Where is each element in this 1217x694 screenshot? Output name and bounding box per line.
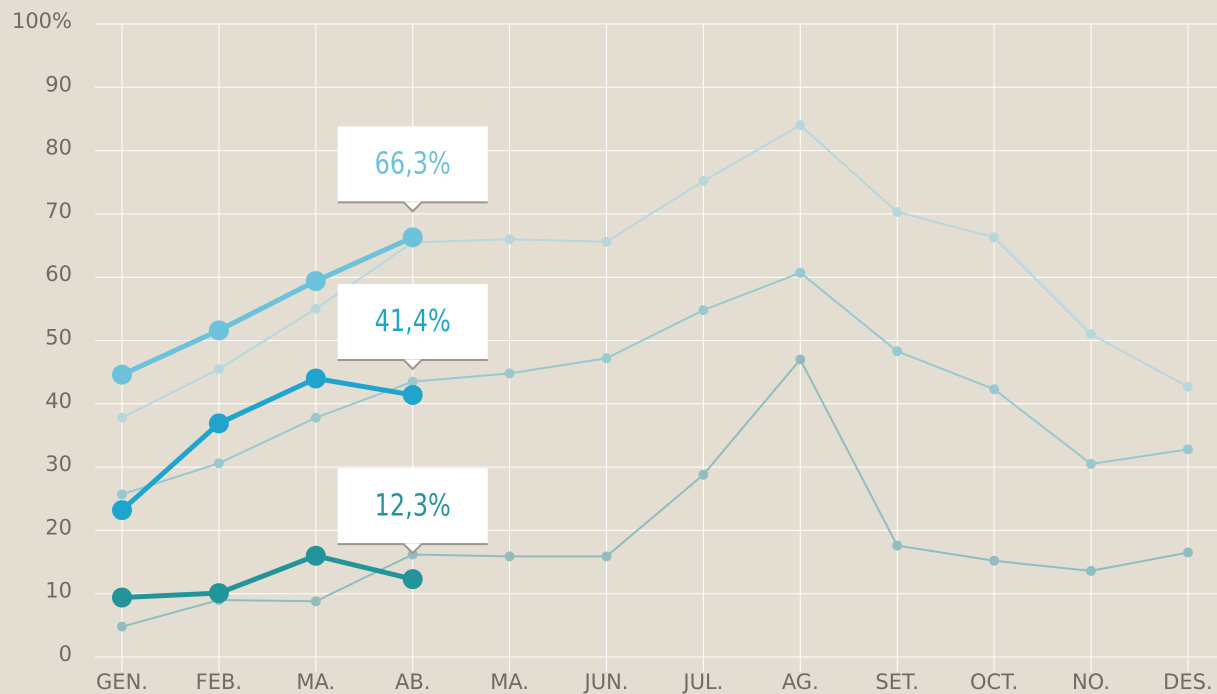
point xyxy=(698,469,709,480)
x-tick-label: MA. xyxy=(490,670,529,694)
point xyxy=(208,413,229,434)
point xyxy=(208,583,229,604)
point xyxy=(402,569,423,590)
y-tick-label: 0 xyxy=(59,642,72,666)
y-tick-label: 80 xyxy=(45,136,72,160)
value-label: 66,3% xyxy=(375,147,451,181)
y-tick-label: 20 xyxy=(45,515,72,539)
callout-box xyxy=(337,126,488,202)
series-line xyxy=(121,124,1189,419)
point xyxy=(117,412,127,423)
point xyxy=(504,234,515,245)
point xyxy=(1086,458,1096,469)
x-tick-label: MA. xyxy=(296,670,335,694)
point xyxy=(305,545,326,566)
point xyxy=(305,270,326,291)
series-line xyxy=(120,235,414,377)
y-tick-label: 30 xyxy=(45,452,72,476)
x-tick-label: GEN. xyxy=(96,670,148,694)
point xyxy=(892,207,903,218)
callout-box xyxy=(337,468,488,544)
point xyxy=(1182,381,1193,392)
point xyxy=(407,376,418,387)
x-tick-label: JUL. xyxy=(681,670,723,694)
point xyxy=(112,364,132,385)
x-tick-label: FEB. xyxy=(196,670,242,694)
point xyxy=(989,384,1000,395)
point xyxy=(208,320,229,341)
point xyxy=(310,303,321,314)
x-tick-label: AG. xyxy=(782,670,819,694)
series-line xyxy=(121,357,1189,628)
callout-border xyxy=(337,201,488,213)
y-tick-label: 70 xyxy=(45,199,72,223)
x-tick-label: JUN. xyxy=(583,670,629,694)
point xyxy=(305,368,326,389)
point xyxy=(601,236,612,247)
point xyxy=(795,120,806,131)
y-tick-label: 100% xyxy=(12,9,72,33)
point xyxy=(112,587,132,608)
point xyxy=(117,621,127,632)
value-label: 12,3% xyxy=(375,489,451,523)
point xyxy=(310,412,321,423)
point xyxy=(1086,329,1096,340)
point xyxy=(310,596,321,607)
point xyxy=(989,555,1000,566)
y-tick-label: 40 xyxy=(45,389,72,413)
x-tick-label: OCT. xyxy=(970,670,1018,694)
point xyxy=(989,232,1000,243)
series-line xyxy=(121,553,414,600)
point xyxy=(504,368,515,379)
point xyxy=(795,354,806,365)
point xyxy=(1182,444,1193,455)
point xyxy=(1182,547,1193,558)
point xyxy=(504,551,515,562)
x-tick-label: SET. xyxy=(875,670,919,694)
point xyxy=(601,551,612,562)
point xyxy=(892,540,903,551)
x-tick-label: DES. xyxy=(1163,670,1212,694)
point xyxy=(1086,565,1096,576)
y-tick-label: 10 xyxy=(45,579,72,603)
value-label: 41,4% xyxy=(375,305,451,339)
point xyxy=(601,353,612,364)
y-tick-label: 90 xyxy=(45,72,72,96)
point xyxy=(213,458,224,469)
point xyxy=(795,267,806,278)
point xyxy=(402,227,423,248)
point xyxy=(213,363,224,374)
series-line xyxy=(120,375,414,513)
callout-border xyxy=(337,543,488,555)
point xyxy=(117,489,127,500)
x-tick-label: AB. xyxy=(395,670,430,694)
y-tick-label: 50 xyxy=(45,326,72,350)
point xyxy=(698,175,709,186)
y-tick-label: 60 xyxy=(45,262,72,286)
callout-box xyxy=(337,283,488,359)
point xyxy=(112,500,132,521)
callout-border xyxy=(337,358,488,371)
x-tick-label: NO. xyxy=(1072,670,1110,694)
point xyxy=(402,384,423,405)
series-line xyxy=(121,271,1189,496)
point xyxy=(892,346,903,357)
point xyxy=(698,305,709,316)
